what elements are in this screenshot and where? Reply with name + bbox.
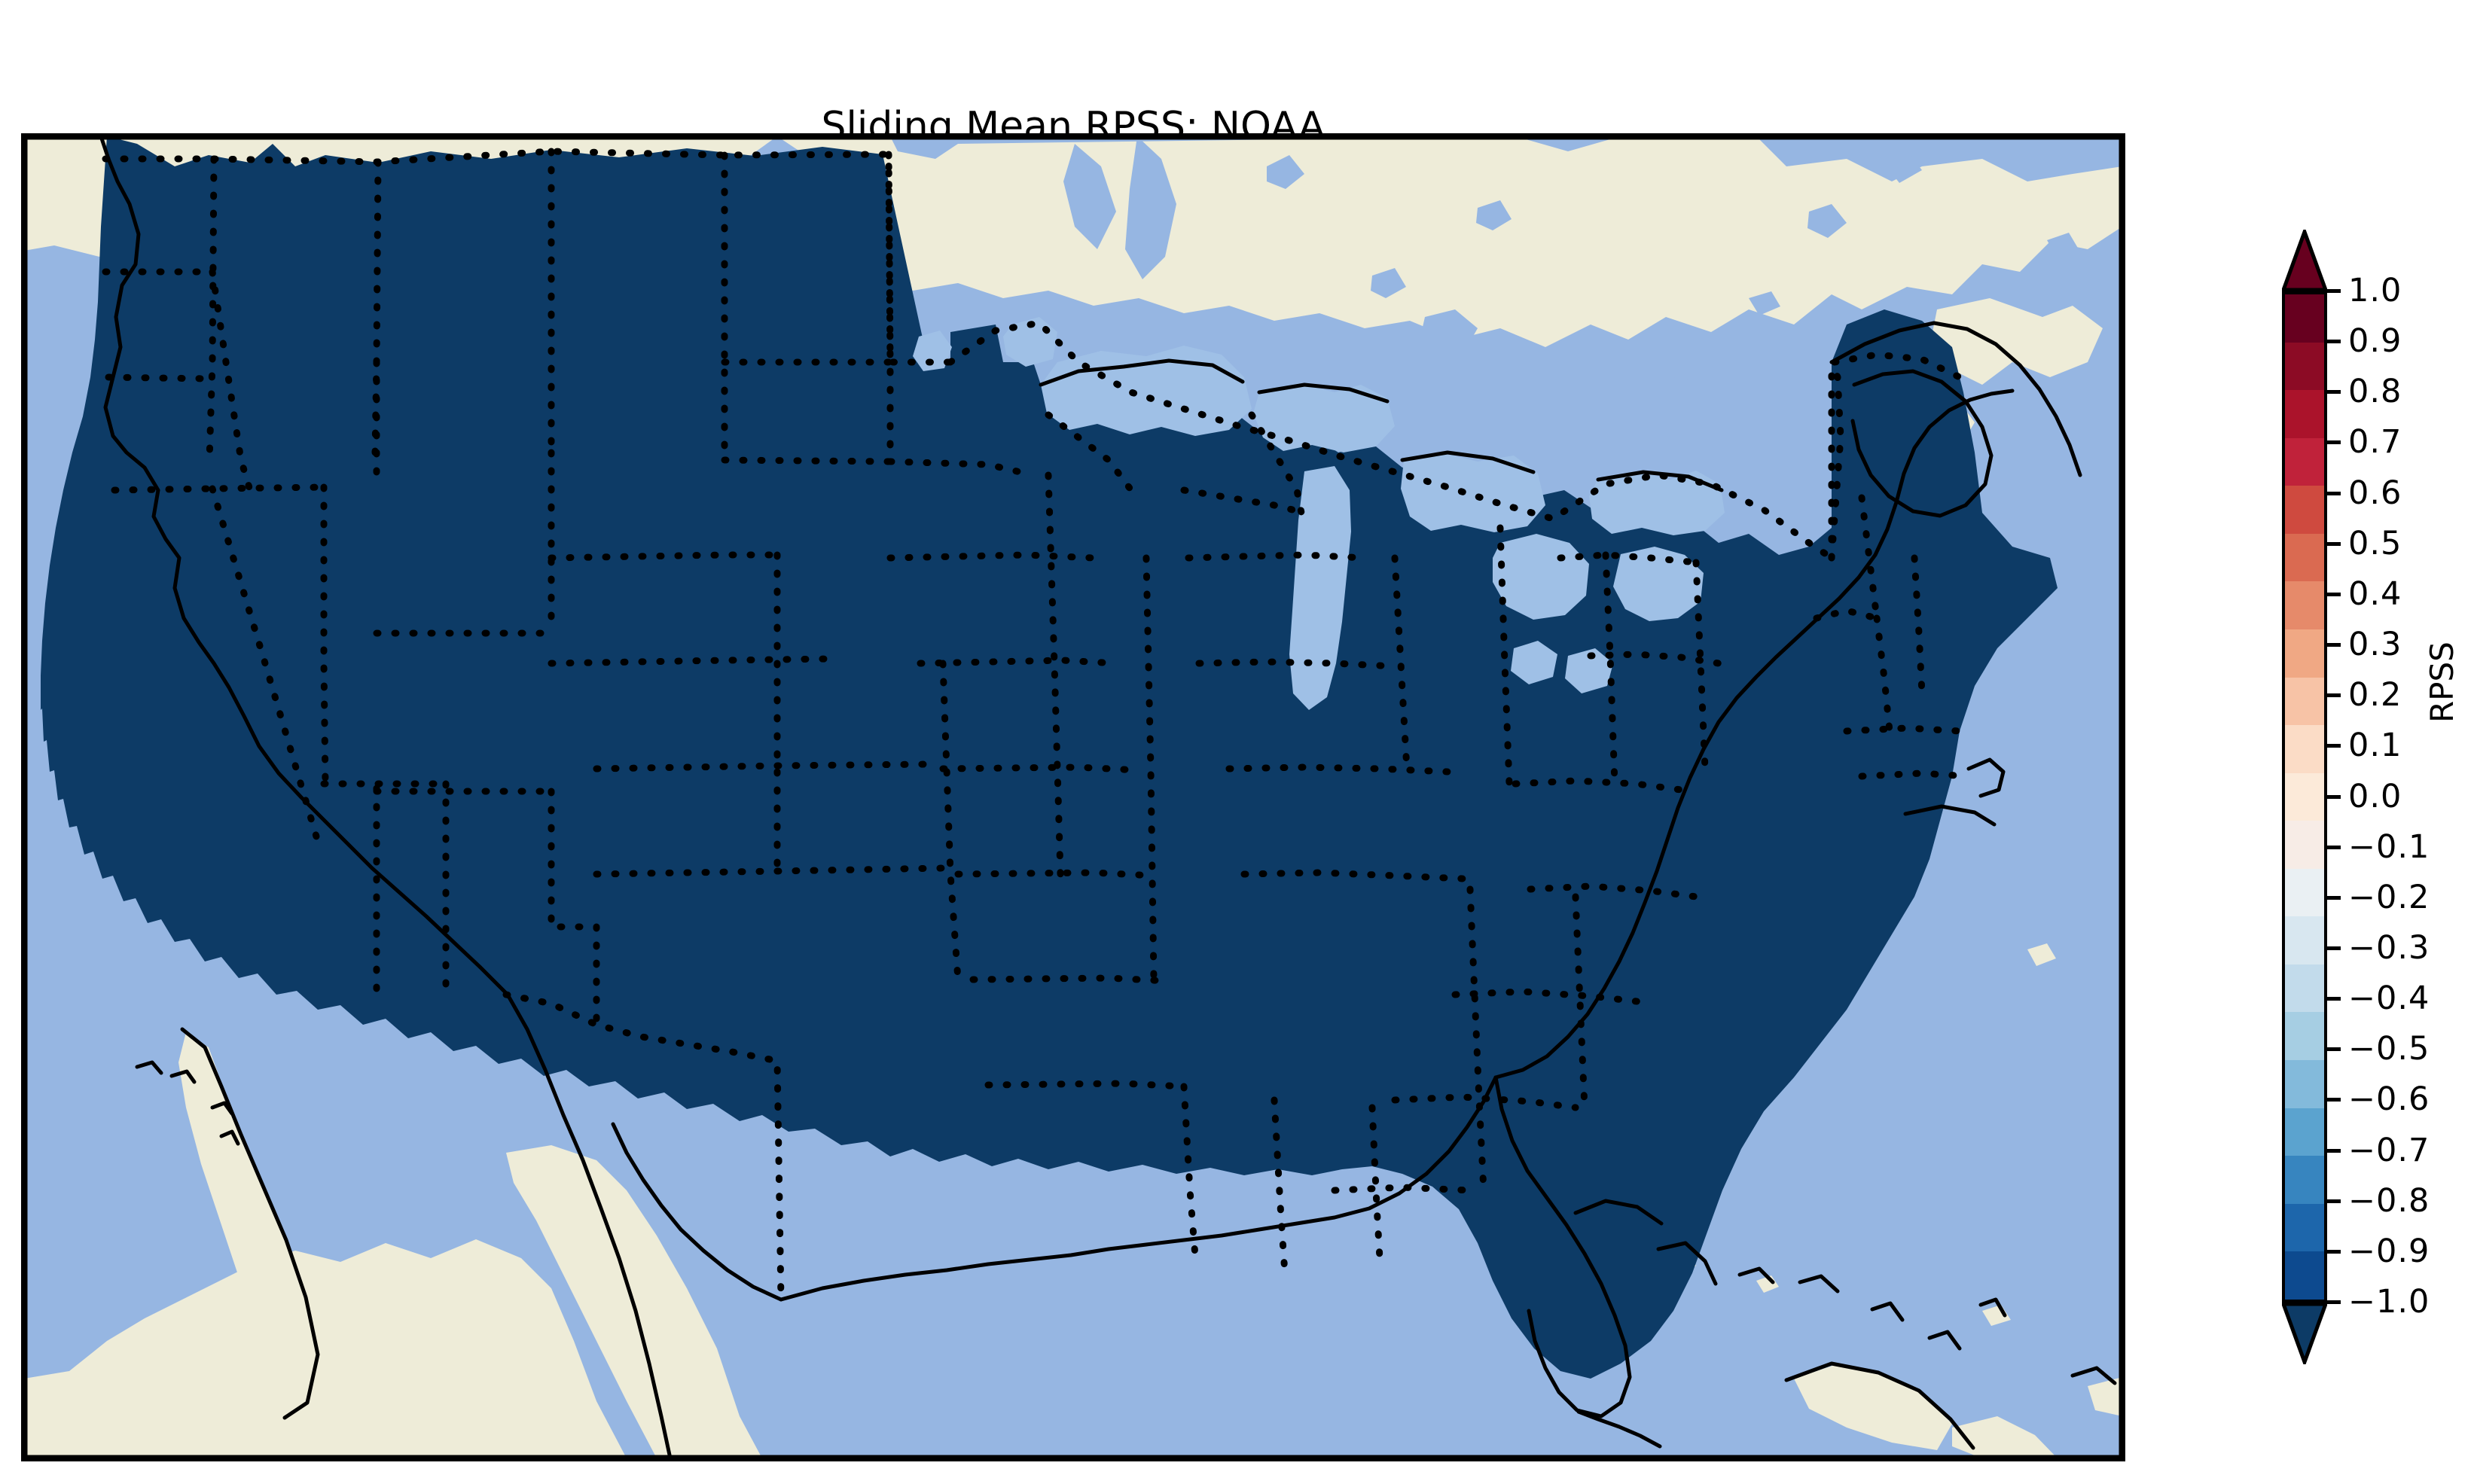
- colorbar-band: [2285, 342, 2324, 391]
- colorbar-gradient: [2282, 291, 2327, 1303]
- colorbar-tick-mark: [2327, 946, 2341, 950]
- colorbar-tick-label: 0.1: [2348, 727, 2402, 765]
- colorbar-tick-mark: [2327, 693, 2341, 698]
- colorbar-band: [2285, 533, 2324, 582]
- colorbar-tick-mark: [2327, 794, 2341, 799]
- colorbar-tick-label: −0.7: [2348, 1131, 2430, 1169]
- colorbar-tick-mark: [2327, 1249, 2341, 1254]
- colorbar-tick-label: −1.0: [2348, 1283, 2430, 1321]
- colorbar-tick-mark: [2327, 895, 2341, 900]
- colorbar-tick-label: 0.3: [2348, 626, 2402, 664]
- colorbar-axis-label: RPSS: [2424, 641, 2460, 723]
- colorbar-band: [2285, 1108, 2324, 1156]
- over-arrow-shape: [2282, 230, 2327, 292]
- colorbar-tick-mark: [2327, 340, 2341, 344]
- colorbar-tick-label: −0.9: [2348, 1232, 2430, 1270]
- colorbar-band: [2285, 677, 2324, 726]
- colorbar-band: [2285, 486, 2324, 534]
- colorbar-tick-label: 0.4: [2348, 574, 2402, 613]
- colorbar-tick-label: 0.2: [2348, 676, 2402, 715]
- colorbar-tick-label: 0.9: [2348, 322, 2402, 361]
- colorbar-tick-mark: [2327, 1098, 2341, 1102]
- colorbar-band: [2285, 725, 2324, 773]
- colorbar-band: [2285, 1012, 2324, 1060]
- colorbar-band: [2285, 916, 2324, 964]
- colorbar-tick-label: −0.5: [2348, 1030, 2430, 1068]
- colorbar-tick-label: −0.2: [2348, 878, 2430, 916]
- colorbar-tick-label: −0.3: [2348, 928, 2430, 967]
- under-arrow-shape: [2282, 1302, 2327, 1364]
- colorbar-band: [2285, 629, 2324, 678]
- colorbar-tick-mark: [2327, 289, 2341, 293]
- colorbar-band: [2285, 1156, 2324, 1204]
- colorbar-tick-label: 0.5: [2348, 524, 2402, 562]
- coastline-layer: [99, 136, 2117, 1458]
- colorbar-band: [2285, 390, 2324, 438]
- colorbar-band: [2285, 437, 2324, 486]
- colorbar-tick-mark: [2327, 643, 2341, 648]
- map-canvas: [24, 136, 2122, 1458]
- colorbar-tick-label: 0.0: [2348, 777, 2402, 815]
- colorbar-band: [2285, 868, 2324, 917]
- colorbar-tick-mark: [2327, 440, 2341, 445]
- colorbar-band: [2285, 772, 2324, 821]
- colorbar-band: [2285, 1251, 2324, 1300]
- colorbar-tick-label: 0.6: [2348, 474, 2402, 512]
- colorbar-tick-mark: [2327, 845, 2341, 849]
- colorbar-band: [2285, 1060, 2324, 1108]
- colorbar-tick-label: 0.7: [2348, 423, 2402, 462]
- colorbar-ticks: 1.0 0.9 0.8 0.7 0.6 0.5 0.4 0.3 0.2 0.1 0.0 −0.1 −0.…: [2327, 272, 2470, 1321]
- colorbar-band: [2285, 964, 2324, 1013]
- colorbar-tick-mark: [2327, 541, 2341, 546]
- colorbar-tick-label: −0.1: [2348, 827, 2430, 866]
- colorbar-tick-label: 1.0: [2348, 272, 2402, 309]
- colorbar-tick-mark: [2327, 1148, 2341, 1153]
- colorbar-tick-label: −0.8: [2348, 1181, 2430, 1220]
- colorbar-tick-mark: [2327, 491, 2341, 495]
- colorbar-band: [2285, 821, 2324, 869]
- colorbar-under-arrow: [2282, 1302, 2327, 1364]
- colorbar-band: [2285, 1203, 2324, 1252]
- colorbar: 1.0 0.9 0.8 0.7 0.6 0.5 0.4 0.3 0.2 0.1 0.0 −0.1 −0.…: [2276, 226, 2472, 1370]
- colorbar-tick-mark: [2327, 592, 2341, 596]
- state-borders-layer: [102, 148, 1971, 1303]
- colorbar-tick-mark: [2327, 1300, 2341, 1304]
- colorbar-tick-mark: [2327, 1047, 2341, 1052]
- colorbar-over-arrow: [2282, 230, 2327, 292]
- colorbar-tick-mark: [2327, 390, 2341, 395]
- colorbar-tick-label: −0.6: [2348, 1080, 2430, 1119]
- colorbar-tick-label: −0.4: [2348, 980, 2430, 1018]
- colorbar-tick-mark: [2327, 744, 2341, 748]
- colorbar-band: [2285, 294, 2324, 343]
- map-panel: [21, 133, 2125, 1461]
- colorbar-band: [2285, 581, 2324, 629]
- map-frame-border: [24, 136, 2122, 1458]
- colorbar-tick-mark: [2327, 1199, 2341, 1203]
- colorbar-tick-label: 0.8: [2348, 373, 2402, 411]
- colorbar-tick-mark: [2327, 997, 2341, 1001]
